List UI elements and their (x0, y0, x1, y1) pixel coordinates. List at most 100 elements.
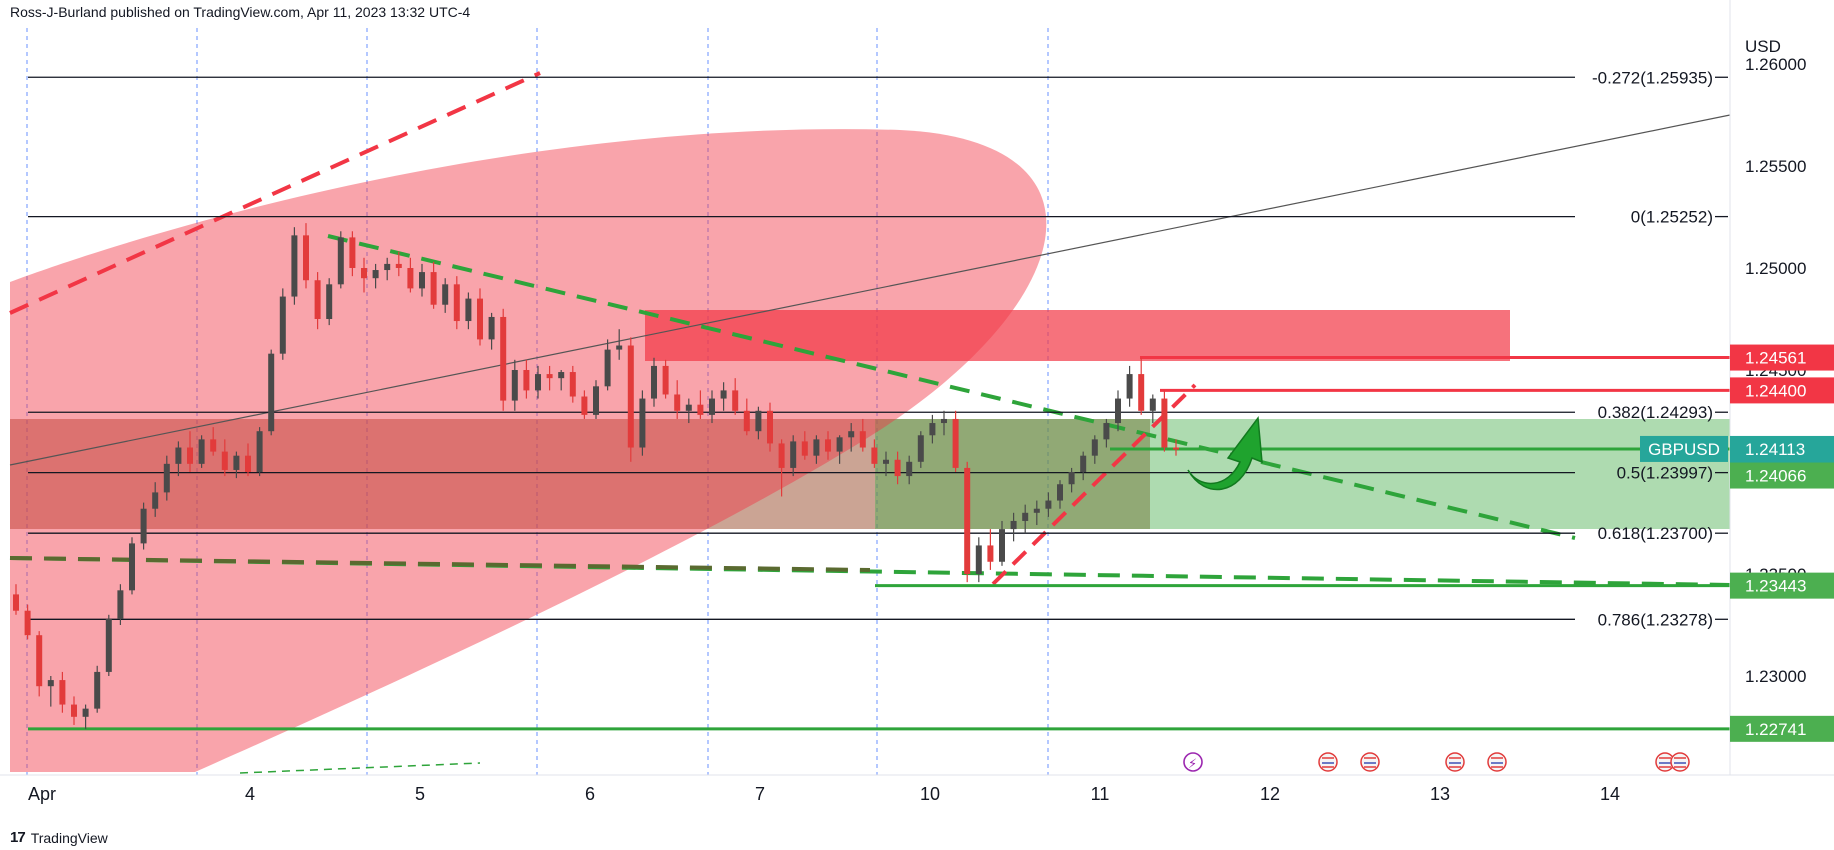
candle-body (593, 386, 599, 415)
candle-body (1138, 374, 1145, 411)
candle-body (71, 704, 77, 717)
price-badge[interactable] (1730, 344, 1834, 371)
candle-body (256, 431, 263, 472)
lightning-event-icon[interactable] (1183, 752, 1203, 772)
y-tick-label: 1.25500 (1745, 157, 1806, 176)
green-arrow-icon (1187, 415, 1263, 491)
candle-body (558, 372, 565, 379)
candle-body (47, 680, 54, 687)
candle-body (82, 708, 89, 717)
x-axis-ticks: Apr 4 5 6 7 10 11 12 13 14 (28, 784, 1620, 804)
candle-body (13, 594, 19, 611)
event-flag-icon[interactable] (1487, 752, 1507, 772)
footer-brand[interactable]: 17 TradingView (10, 829, 108, 846)
candle-body (535, 374, 541, 391)
candle-body (1115, 398, 1121, 424)
price-badge[interactable] (1730, 377, 1834, 404)
candle-body (24, 610, 31, 636)
candle-body (326, 284, 333, 319)
event-flag-icon[interactable] (1445, 752, 1465, 772)
currency-label: USD (1745, 37, 1781, 56)
price-badge[interactable] (1730, 715, 1834, 742)
candle-body (674, 394, 681, 411)
candle-body (384, 263, 391, 271)
candle-body (906, 461, 913, 477)
event-flag-icon[interactable] (1360, 752, 1380, 772)
candle-body (836, 437, 843, 452)
price-badges: 1.245611.24400GBPUSD1.2411327:161.240661… (1640, 344, 1834, 742)
candle-body (720, 390, 727, 399)
publisher-line: Ross-J-Burland published on TradingView.… (10, 4, 471, 20)
candle-body (419, 272, 425, 289)
candle-body (894, 459, 901, 477)
candle-body (523, 370, 530, 391)
candle-body (929, 423, 936, 436)
candle-body (59, 680, 66, 705)
candle-body (1161, 398, 1168, 448)
candle-body (303, 235, 309, 281)
event-flag-icon[interactable] (1318, 752, 1338, 772)
candle-body (1057, 484, 1063, 501)
candle-body (952, 418, 959, 468)
x-tick-label: 11 (1091, 784, 1110, 804)
candle-body (1045, 500, 1052, 509)
fib-label: 0.5(1.23997) (1617, 464, 1713, 483)
candle-body (1010, 520, 1017, 530)
fibonacci-levels: -0.272(1.25935) 0(1.25252) 0.382(1.24293) 0… (28, 68, 1728, 629)
red-resistance-zone (645, 310, 1510, 361)
candle-body (465, 298, 472, 322)
candle-body (825, 439, 831, 452)
candle-body (291, 235, 298, 297)
x-tick-label: 7 (755, 784, 765, 804)
x-tick-label: 4 (245, 784, 255, 804)
fib-label: 0.382(1.24293) (1598, 403, 1713, 422)
candle-body (883, 459, 889, 464)
fib-label: 0.786(1.23278) (1598, 610, 1713, 629)
candle-body (1149, 398, 1156, 411)
candle-body (477, 298, 483, 340)
candle-body (245, 455, 251, 472)
x-tick-label: 6 (585, 784, 595, 804)
candle-body (105, 618, 112, 672)
price-badge[interactable] (1730, 572, 1834, 599)
candle-body (987, 545, 994, 562)
x-tick-label: 10 (920, 784, 940, 804)
candle-body (639, 398, 646, 448)
candle-body (685, 404, 692, 411)
candle-body (1022, 512, 1029, 521)
red-ellipse-region (10, 129, 1047, 772)
green-dashed-descending (327, 234, 1576, 540)
candle-body (1080, 455, 1087, 472)
fib-label: 0.618(1.23700) (1598, 524, 1713, 543)
price-badge-value: 1.23443 (1745, 577, 1806, 596)
x-tick-label: 5 (415, 784, 425, 804)
candle-body (732, 390, 739, 411)
candle-body (743, 410, 750, 432)
candle-body (500, 316, 507, 401)
candle-body (221, 451, 228, 470)
long-trend-line (9, 114, 1731, 466)
candle-body (604, 349, 611, 387)
candle-body (187, 447, 193, 464)
y-tick-label: 1.26000 (1745, 55, 1806, 74)
brown-range-zone (10, 419, 1150, 529)
event-flag-icon[interactable] (1670, 752, 1690, 772)
candle-body (453, 284, 460, 322)
price-badge[interactable] (1730, 462, 1834, 489)
price-level-lines (28, 356, 1730, 731)
time-axis[interactable] (0, 775, 1834, 809)
green-dashed-bottom (239, 762, 481, 774)
y-tick-label: 1.25000 (1745, 259, 1806, 278)
fib-label: -0.272(1.25935) (1592, 68, 1713, 87)
candle-body (163, 463, 170, 493)
candle-body (361, 268, 367, 279)
x-tick-label: 13 (1430, 784, 1450, 804)
symbol-tag-label: GBPUSD (1648, 440, 1720, 459)
symbol-tag (1640, 435, 1728, 462)
candle-body (268, 353, 275, 432)
candle-body (1126, 374, 1133, 399)
candle-body (395, 263, 402, 268)
candle-body (129, 543, 135, 591)
candle-body (581, 396, 588, 415)
